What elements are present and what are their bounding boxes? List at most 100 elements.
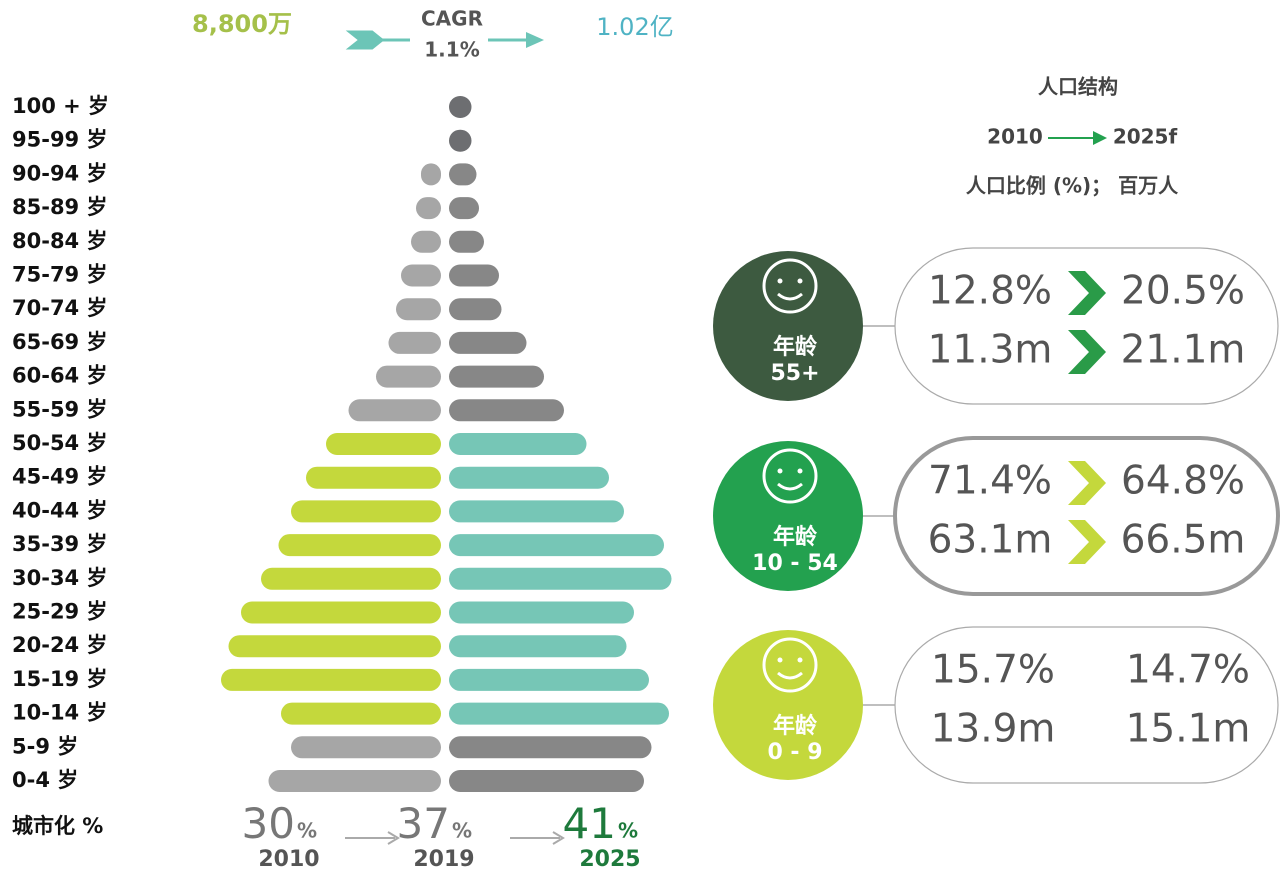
face-icon [777,482,803,491]
age-label: 20-24 岁 [12,633,107,657]
value: 30 [242,799,295,848]
arrow [510,831,565,845]
age-label: 15-19 岁 [12,667,107,691]
share-to: 14.7% [1126,648,1250,693]
chevron [1068,520,1106,564]
face-icon [797,657,803,663]
age-range: 10 - 54 [752,551,838,576]
face-icon [777,292,803,301]
age-circle [713,251,863,401]
age-label: 70-74 岁 [12,296,107,320]
arrow [1093,131,1107,145]
value-pill [894,247,1279,405]
structure-subtitle: 人口比例 (%)； 百万人 [966,174,1179,198]
bar [449,601,634,624]
pop-from: 13.9m [931,707,1056,752]
bar [449,668,649,691]
pop-to: 21.1m [1121,328,1246,373]
bar [396,298,441,321]
bar [306,466,441,489]
bar [449,298,502,321]
share-from: 71.4% [928,459,1052,504]
bar [281,702,441,725]
urbanization-value: 41 [563,799,616,848]
face-icon [797,278,803,284]
value: 41 [563,799,616,848]
value-pill [894,626,1279,784]
year-from: 2010 [987,125,1043,149]
bar [416,197,441,220]
age-label: 50-54 岁 [12,431,107,455]
age-circle [713,630,863,780]
bar [401,264,441,287]
cagr-value: 1.1% [424,38,479,62]
face-icon [777,468,783,474]
bar [449,365,544,388]
bar [241,601,441,624]
bar [376,365,441,388]
bar [388,331,441,354]
pop-to: 15.1m [1126,707,1251,752]
age-circle [713,441,863,591]
age-label: 5-9 岁 [12,734,78,758]
bar [449,197,479,220]
age-label: 30-34 岁 [12,566,107,590]
age-label: 95-99 岁 [12,128,107,152]
age-label: 0-4 岁 [12,768,78,792]
share-from: 15.7% [931,648,1055,693]
face-icon [777,657,783,663]
bar [449,500,624,523]
age-label: 25-29 岁 [12,600,107,624]
bar [326,433,441,455]
bar [449,96,472,118]
bar [268,770,441,792]
chevron [1068,461,1106,505]
share-from: 12.8% [928,269,1052,314]
urbanization-year: 2025 [579,847,640,872]
bar [228,635,441,658]
bar [348,399,441,422]
arrow [345,831,400,845]
bar [449,129,472,152]
urbanization-unit: % [452,819,472,843]
value-pill [893,436,1280,596]
age-label: 35-39 岁 [12,532,107,556]
face-icon [762,637,818,693]
bar [449,466,609,489]
bar [449,264,499,287]
urbanization-value: 37 [397,799,450,848]
face-icon [762,448,818,504]
bar [411,230,441,253]
urbanization-year: 2019 [413,847,474,872]
start-population: 8,800万 [192,10,292,38]
bar [449,736,652,759]
age-label: 65-69 岁 [12,330,107,354]
bar [449,331,527,354]
urbanization: 30 % 2010 37 % 2019 41 % 2025 [242,799,641,873]
pyramid: 100 + 岁 95-99 岁 90-94 岁 85-89 岁 80-84 岁 75-79… [12,94,672,792]
bar [421,163,441,186]
chevron [1068,330,1106,374]
age-label: 10-14 岁 [12,701,107,725]
urbanization-label: 城市化 % [12,814,103,838]
age-label: 75-79 岁 [12,263,107,287]
bar [449,702,669,725]
age-label: 60-64 岁 [12,364,107,388]
urbanization-unit: % [297,819,317,843]
age-label: 45-49 岁 [12,465,107,489]
age-label: 年龄 [773,334,818,360]
share-to: 64.8% [1121,459,1245,504]
arrow [526,32,544,48]
bar [278,534,441,557]
age-range: 0 - 9 [767,740,822,765]
bar [449,230,484,253]
bar [449,433,587,455]
age-label: 40-44 岁 [12,498,107,522]
cagr-label: CAGR [421,7,483,31]
bar [291,500,441,523]
urbanization-unit: % [618,819,638,843]
urbanization-value: 30 [242,799,295,848]
bar [449,163,477,186]
